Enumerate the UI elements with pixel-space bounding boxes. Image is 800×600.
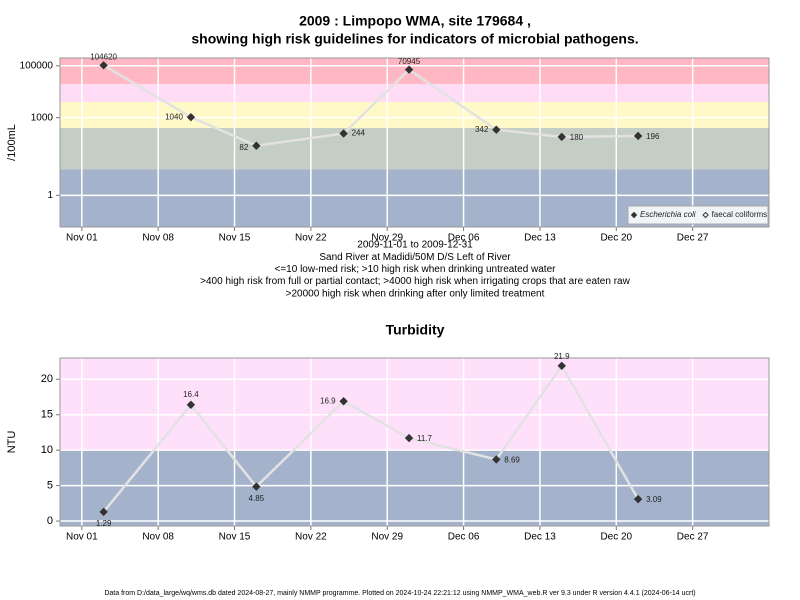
y-tick-label: 20 <box>41 373 53 385</box>
risk-band <box>60 127 769 170</box>
x-tick-label: Nov 15 <box>219 532 251 543</box>
x-axis-label: 2009-11-01 to 2009-12-31 <box>357 240 473 251</box>
data-label: 1.29 <box>96 519 112 528</box>
risk-band <box>60 450 769 526</box>
data-label: 82 <box>239 143 248 152</box>
data-label: 180 <box>570 133 584 142</box>
y-tick-label: 1000 <box>31 112 54 123</box>
chart-title: Turbidity <box>386 322 445 338</box>
data-point <box>99 507 108 517</box>
legend-box <box>627 205 769 225</box>
series-line <box>102 363 640 513</box>
x-axis-label: Sand River at Madidi/50M D/S Left of Riv… <box>319 252 511 263</box>
data-label: 342 <box>475 125 489 134</box>
data-point <box>186 400 196 409</box>
y-tick-label: 0 <box>47 515 53 527</box>
y-tick-label: 100000 <box>20 60 54 71</box>
data-point <box>557 361 566 371</box>
x-tick-label: Dec 20 <box>600 532 632 543</box>
y-tick-label: 1 <box>47 190 53 201</box>
plot-frame <box>59 57 770 228</box>
footer: Data from D:/data_large/wq/wms.db dated … <box>104 590 695 597</box>
data-label: 244 <box>352 129 366 138</box>
data-label: 16.4 <box>183 390 199 399</box>
data-label: 21.9 <box>554 352 570 361</box>
legend-marker <box>702 211 709 219</box>
data-label: 16.9 <box>320 396 336 405</box>
x-tick-label: Dec 27 <box>677 532 709 543</box>
data-label: 104620 <box>90 52 117 61</box>
y-axis-label: NTU <box>6 431 18 454</box>
y-tick-label: 15 <box>41 409 53 421</box>
x-tick-label: Nov 22 <box>295 532 327 543</box>
x-tick-label: Nov 22 <box>295 233 327 244</box>
data-point <box>633 131 643 141</box>
legend: Escherichia coli faecal coliforms <box>627 205 769 225</box>
y-tick-label: 10 <box>41 444 53 456</box>
x-tick-label: Dec 13 <box>524 532 556 543</box>
data-point <box>633 494 643 504</box>
plot-frame <box>59 357 770 527</box>
data-point <box>404 65 414 74</box>
data-point <box>252 482 261 491</box>
data-label: 70945 <box>398 57 421 66</box>
x-tick-label: Dec 06 <box>448 233 480 244</box>
x-tick-label: Dec 06 <box>448 532 480 543</box>
risk-band <box>60 358 769 451</box>
data-point <box>557 132 566 142</box>
series-line <box>102 64 639 148</box>
chart-title: showing high risk guidelines for indicat… <box>191 31 638 47</box>
data-label: 196 <box>646 132 660 141</box>
data-point <box>492 125 501 134</box>
y-tick-label: 5 <box>47 480 53 492</box>
chart-title: 2009 : Limpopo WMA, site 179684 , <box>299 13 531 29</box>
x-tick-label: Dec 20 <box>600 233 632 244</box>
risk-band <box>60 102 769 128</box>
legend-label: faecal coliforms <box>712 210 768 219</box>
data-point <box>492 455 501 464</box>
x-axis-label: <=10 low-med risk; >10 high risk when dr… <box>275 264 557 275</box>
data-label: 4.85 <box>249 494 265 503</box>
data-point <box>186 112 196 122</box>
x-tick-label: Dec 27 <box>677 233 709 244</box>
y-axis-label: /100mL <box>6 124 18 161</box>
risk-band <box>60 83 769 103</box>
x-tick-label: Nov 08 <box>142 233 174 244</box>
data-label: 8.69 <box>504 456 520 465</box>
x-tick-label: Dec 13 <box>524 233 556 244</box>
data-label: 1040 <box>165 112 183 121</box>
x-axis-label: >400 high risk from full or partial cont… <box>200 276 630 287</box>
data-point <box>252 141 261 150</box>
risk-band <box>60 58 769 84</box>
legend-label: Escherichia coli <box>640 210 696 219</box>
data-label: 11.7 <box>417 434 433 443</box>
legend-marker <box>630 211 638 219</box>
data-label: 3.09 <box>646 495 662 504</box>
x-tick-label: Nov 01 <box>66 233 98 244</box>
data-point <box>404 433 414 443</box>
x-axis-label: >20000 high risk when drinking after onl… <box>286 288 545 299</box>
data-point <box>339 129 348 138</box>
x-tick-label: Nov 15 <box>219 233 251 244</box>
x-tick-label: Nov 29 <box>371 233 403 244</box>
data-point <box>99 61 108 70</box>
x-tick-label: Nov 01 <box>66 532 98 543</box>
x-tick-label: Nov 08 <box>142 532 174 543</box>
x-tick-label: Nov 29 <box>371 532 403 543</box>
data-point <box>339 397 348 406</box>
